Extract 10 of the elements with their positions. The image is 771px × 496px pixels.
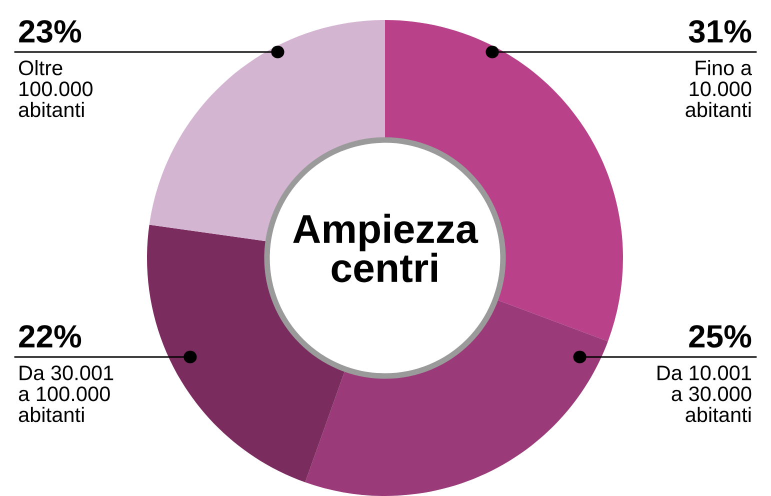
data-label: 31% xyxy=(688,20,752,43)
slice-label: Fino a 10.000 abitanti xyxy=(686,60,752,118)
data-label: 25% xyxy=(689,325,752,348)
slice-label: Da 10.001 a 30.000 abitanti xyxy=(658,366,752,422)
slice-label: Oltre 100.000 abitanti xyxy=(18,60,92,118)
donut-slice xyxy=(305,299,608,496)
data-label: 23% xyxy=(19,20,82,43)
text: Ampiezza centri xyxy=(293,214,478,282)
data-label: 22% xyxy=(19,325,82,348)
slice-label: Da 30.001 a 100.000 abitanti xyxy=(18,366,114,422)
